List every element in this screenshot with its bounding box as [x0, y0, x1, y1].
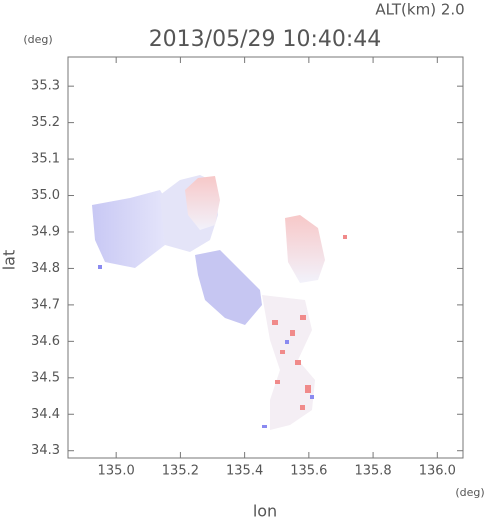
x-tick-label: 136.0	[419, 464, 456, 479]
x-tick-label: 135.8	[354, 464, 391, 479]
y-tick-label: 34.8	[31, 261, 60, 276]
y-unit: (deg)	[23, 33, 52, 46]
chart-title: 2013/05/29 10:40:44	[149, 27, 382, 52]
y-tick-label: 34.3	[31, 443, 60, 458]
x-tick-label: 135.0	[98, 464, 135, 479]
y-tick-label: 35.2	[31, 115, 60, 130]
y-tick-label: 35.1	[31, 152, 60, 167]
x-tick-label: 135.4	[226, 464, 263, 479]
y-tick-label: 35.0	[31, 188, 60, 203]
altitude: ALT(km) 2.0	[375, 1, 464, 19]
y-tick-label: 35.3	[31, 79, 60, 94]
x-axis-label: lon	[253, 502, 277, 521]
x-tick-label: 135.6	[290, 464, 327, 479]
echo-field	[92, 175, 347, 430]
y-tick-label: 34.7	[31, 297, 60, 312]
y-tick-label: 34.5	[31, 370, 60, 385]
x-unit: (deg)	[455, 486, 484, 499]
y-tick-label: 34.9	[31, 224, 60, 239]
y-tick-label: 34.6	[31, 334, 60, 349]
y-axis-label: lat	[0, 250, 19, 271]
y-tick-label: 34.4	[31, 407, 60, 422]
plot-frame	[67, 56, 464, 459]
x-tick-label: 135.2	[162, 464, 199, 479]
